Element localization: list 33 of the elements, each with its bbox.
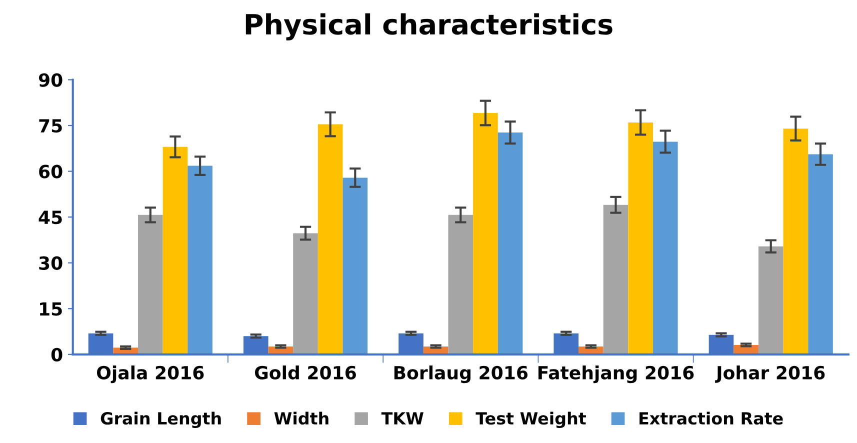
x-tick-label: Gold 2016	[254, 366, 356, 380]
x-tick-label: Fatehjang 2016	[538, 366, 694, 384]
bar	[342, 178, 368, 354]
bar	[603, 204, 628, 354]
bar	[758, 246, 784, 354]
x-tick-label: Ojala 2016	[96, 366, 204, 384]
y-tick-label: 45	[38, 210, 62, 224]
bar	[652, 142, 678, 354]
y-tick-label: 90	[38, 73, 62, 87]
x-tick-label: Johar 2016	[715, 366, 825, 383]
bar	[498, 132, 523, 354]
bar	[783, 128, 808, 354]
bar	[808, 154, 833, 354]
bar	[448, 214, 474, 354]
legend-label: Grain Length	[100, 412, 221, 428]
bar	[473, 113, 498, 354]
y-tick-label: 60	[39, 164, 62, 178]
bar	[628, 122, 653, 354]
bar	[162, 146, 188, 354]
x-tick-label: Borlaug 2016	[394, 366, 528, 384]
bar	[138, 214, 163, 354]
bar	[188, 166, 212, 354]
chart-title: Physical characteristics	[246, 13, 612, 40]
legend-label: Width	[274, 412, 328, 425]
legend-label: TKW	[381, 412, 424, 424]
legend-label: Extraction Rate	[640, 412, 783, 425]
y-tick-label: 30	[39, 256, 62, 270]
y-tick-label: 0	[51, 348, 62, 362]
y-tick-label: 15	[40, 302, 62, 316]
y-tick-label: 75	[39, 119, 62, 133]
bar	[318, 124, 343, 354]
bar	[293, 233, 318, 354]
legend-label: Test Weight	[476, 412, 586, 428]
